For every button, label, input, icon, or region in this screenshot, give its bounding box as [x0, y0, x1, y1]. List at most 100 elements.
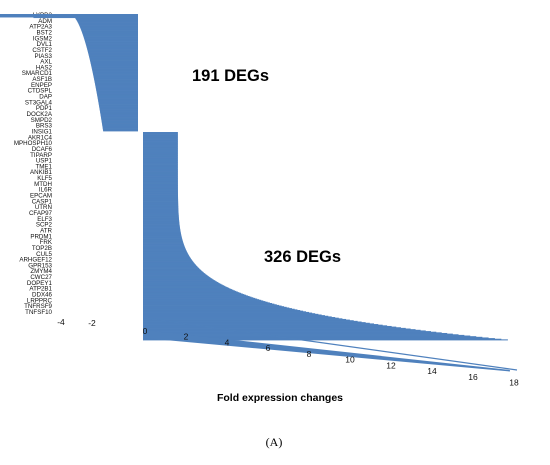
up-bar: [143, 159, 178, 161]
up-bar: [143, 173, 178, 175]
up-bar: [143, 265, 198, 268]
up-bar: [143, 288, 232, 290]
up-bar: [143, 336, 477, 338]
x-tick-label: 4: [225, 338, 230, 348]
x-tick-label: 8: [307, 349, 312, 359]
down-bar: [100, 115, 138, 117]
up-bar: [143, 233, 182, 235]
up-bar: [143, 248, 186, 250]
down-bar: [92, 71, 138, 73]
up-bar: [143, 207, 179, 209]
up-bar: [143, 323, 375, 325]
up-bar: [143, 191, 178, 193]
up-bar: [143, 324, 379, 326]
down-bar: [79, 25, 138, 27]
up-bar: [143, 320, 354, 322]
up-bar: [143, 172, 178, 174]
up-bar: [143, 156, 178, 158]
up-bar: [143, 305, 282, 307]
x-tick-label: 6: [266, 343, 271, 353]
down-bar: [33, 17, 139, 19]
down-bar: [95, 88, 138, 90]
up-bar: [143, 289, 234, 291]
up-bar: [143, 177, 178, 179]
up-bar: [143, 190, 178, 192]
gene-label: CTDSPL: [28, 88, 53, 95]
down-bar: [95, 84, 138, 86]
down-bar: [90, 61, 138, 63]
down-bar: [90, 59, 138, 61]
up-bar: [143, 188, 178, 190]
up-bar: [143, 300, 264, 302]
up-bar: [143, 149, 178, 151]
down-bar: [95, 83, 138, 85]
down-bar: [81, 31, 138, 33]
up-bar: [143, 155, 178, 157]
down-bar: [94, 82, 138, 84]
up-bar: [143, 163, 178, 165]
down-bar: [98, 102, 138, 104]
up-bar: [143, 326, 397, 328]
up-bar: [143, 271, 203, 273]
x-tick-label: 0: [143, 326, 148, 336]
gene-label: IGSM2: [33, 35, 53, 42]
down-bar: [99, 110, 138, 112]
up-bar: [143, 275, 209, 277]
gene-label: DDX46: [32, 292, 53, 299]
up-bar: [143, 190, 178, 192]
up-bar: [143, 232, 181, 234]
up-bar: [143, 235, 182, 237]
up-bar: [143, 304, 280, 306]
up-bar: [143, 221, 180, 223]
up-bar: [143, 242, 184, 244]
up-bar: [143, 247, 186, 249]
up-bar: [143, 322, 370, 324]
down-bar: [80, 27, 138, 29]
up-bar: [143, 229, 181, 231]
down-bar: [92, 72, 138, 74]
gene-label: LRPPRC: [27, 297, 53, 304]
down-bar: [89, 56, 138, 58]
down-bar: [97, 96, 138, 98]
down-bar: [96, 93, 138, 95]
down-bar: [102, 124, 138, 126]
up-bar: [143, 302, 273, 305]
up-bar: [143, 304, 277, 306]
up-bar: [143, 314, 322, 316]
up-bar: [143, 169, 178, 171]
up-bar: [143, 145, 178, 147]
down-bar: [93, 74, 138, 76]
up-bar: [143, 240, 183, 242]
up-bar: [143, 180, 178, 182]
up-bar: [143, 208, 179, 210]
down-bar: [90, 63, 138, 65]
up-bar: [143, 324, 383, 326]
up-bar: [143, 142, 178, 144]
down-bar: [85, 42, 138, 44]
up-bar: [143, 294, 247, 296]
down-bar: [86, 47, 138, 49]
gene-label: SMPD2: [31, 117, 53, 124]
up-bar: [143, 286, 227, 288]
down-bar: [85, 41, 138, 43]
down-bar: [85, 40, 138, 42]
up-bar: [143, 261, 194, 263]
gene-label-list: LYPD3ADMATP2A3BST2IGSM2DVL1CSTF2PIAS3AXL…: [14, 12, 53, 316]
up-bar: [143, 230, 181, 232]
up-bar: [143, 317, 336, 319]
up-bar: [143, 320, 358, 322]
up-bar: [143, 220, 180, 222]
bar-series: [0, 14, 510, 372]
up-bar: [143, 315, 329, 317]
up-bar: [143, 215, 179, 217]
up-bar: [143, 230, 181, 232]
up-bar: [143, 249, 187, 251]
up-bar: [143, 206, 179, 208]
up-bar: [143, 179, 178, 181]
up-bar: [143, 157, 178, 159]
gene-label: TNFRSF9: [24, 303, 52, 310]
gene-label: ATR: [40, 228, 52, 235]
down-bar: [97, 98, 138, 100]
up-bar: [143, 164, 178, 166]
